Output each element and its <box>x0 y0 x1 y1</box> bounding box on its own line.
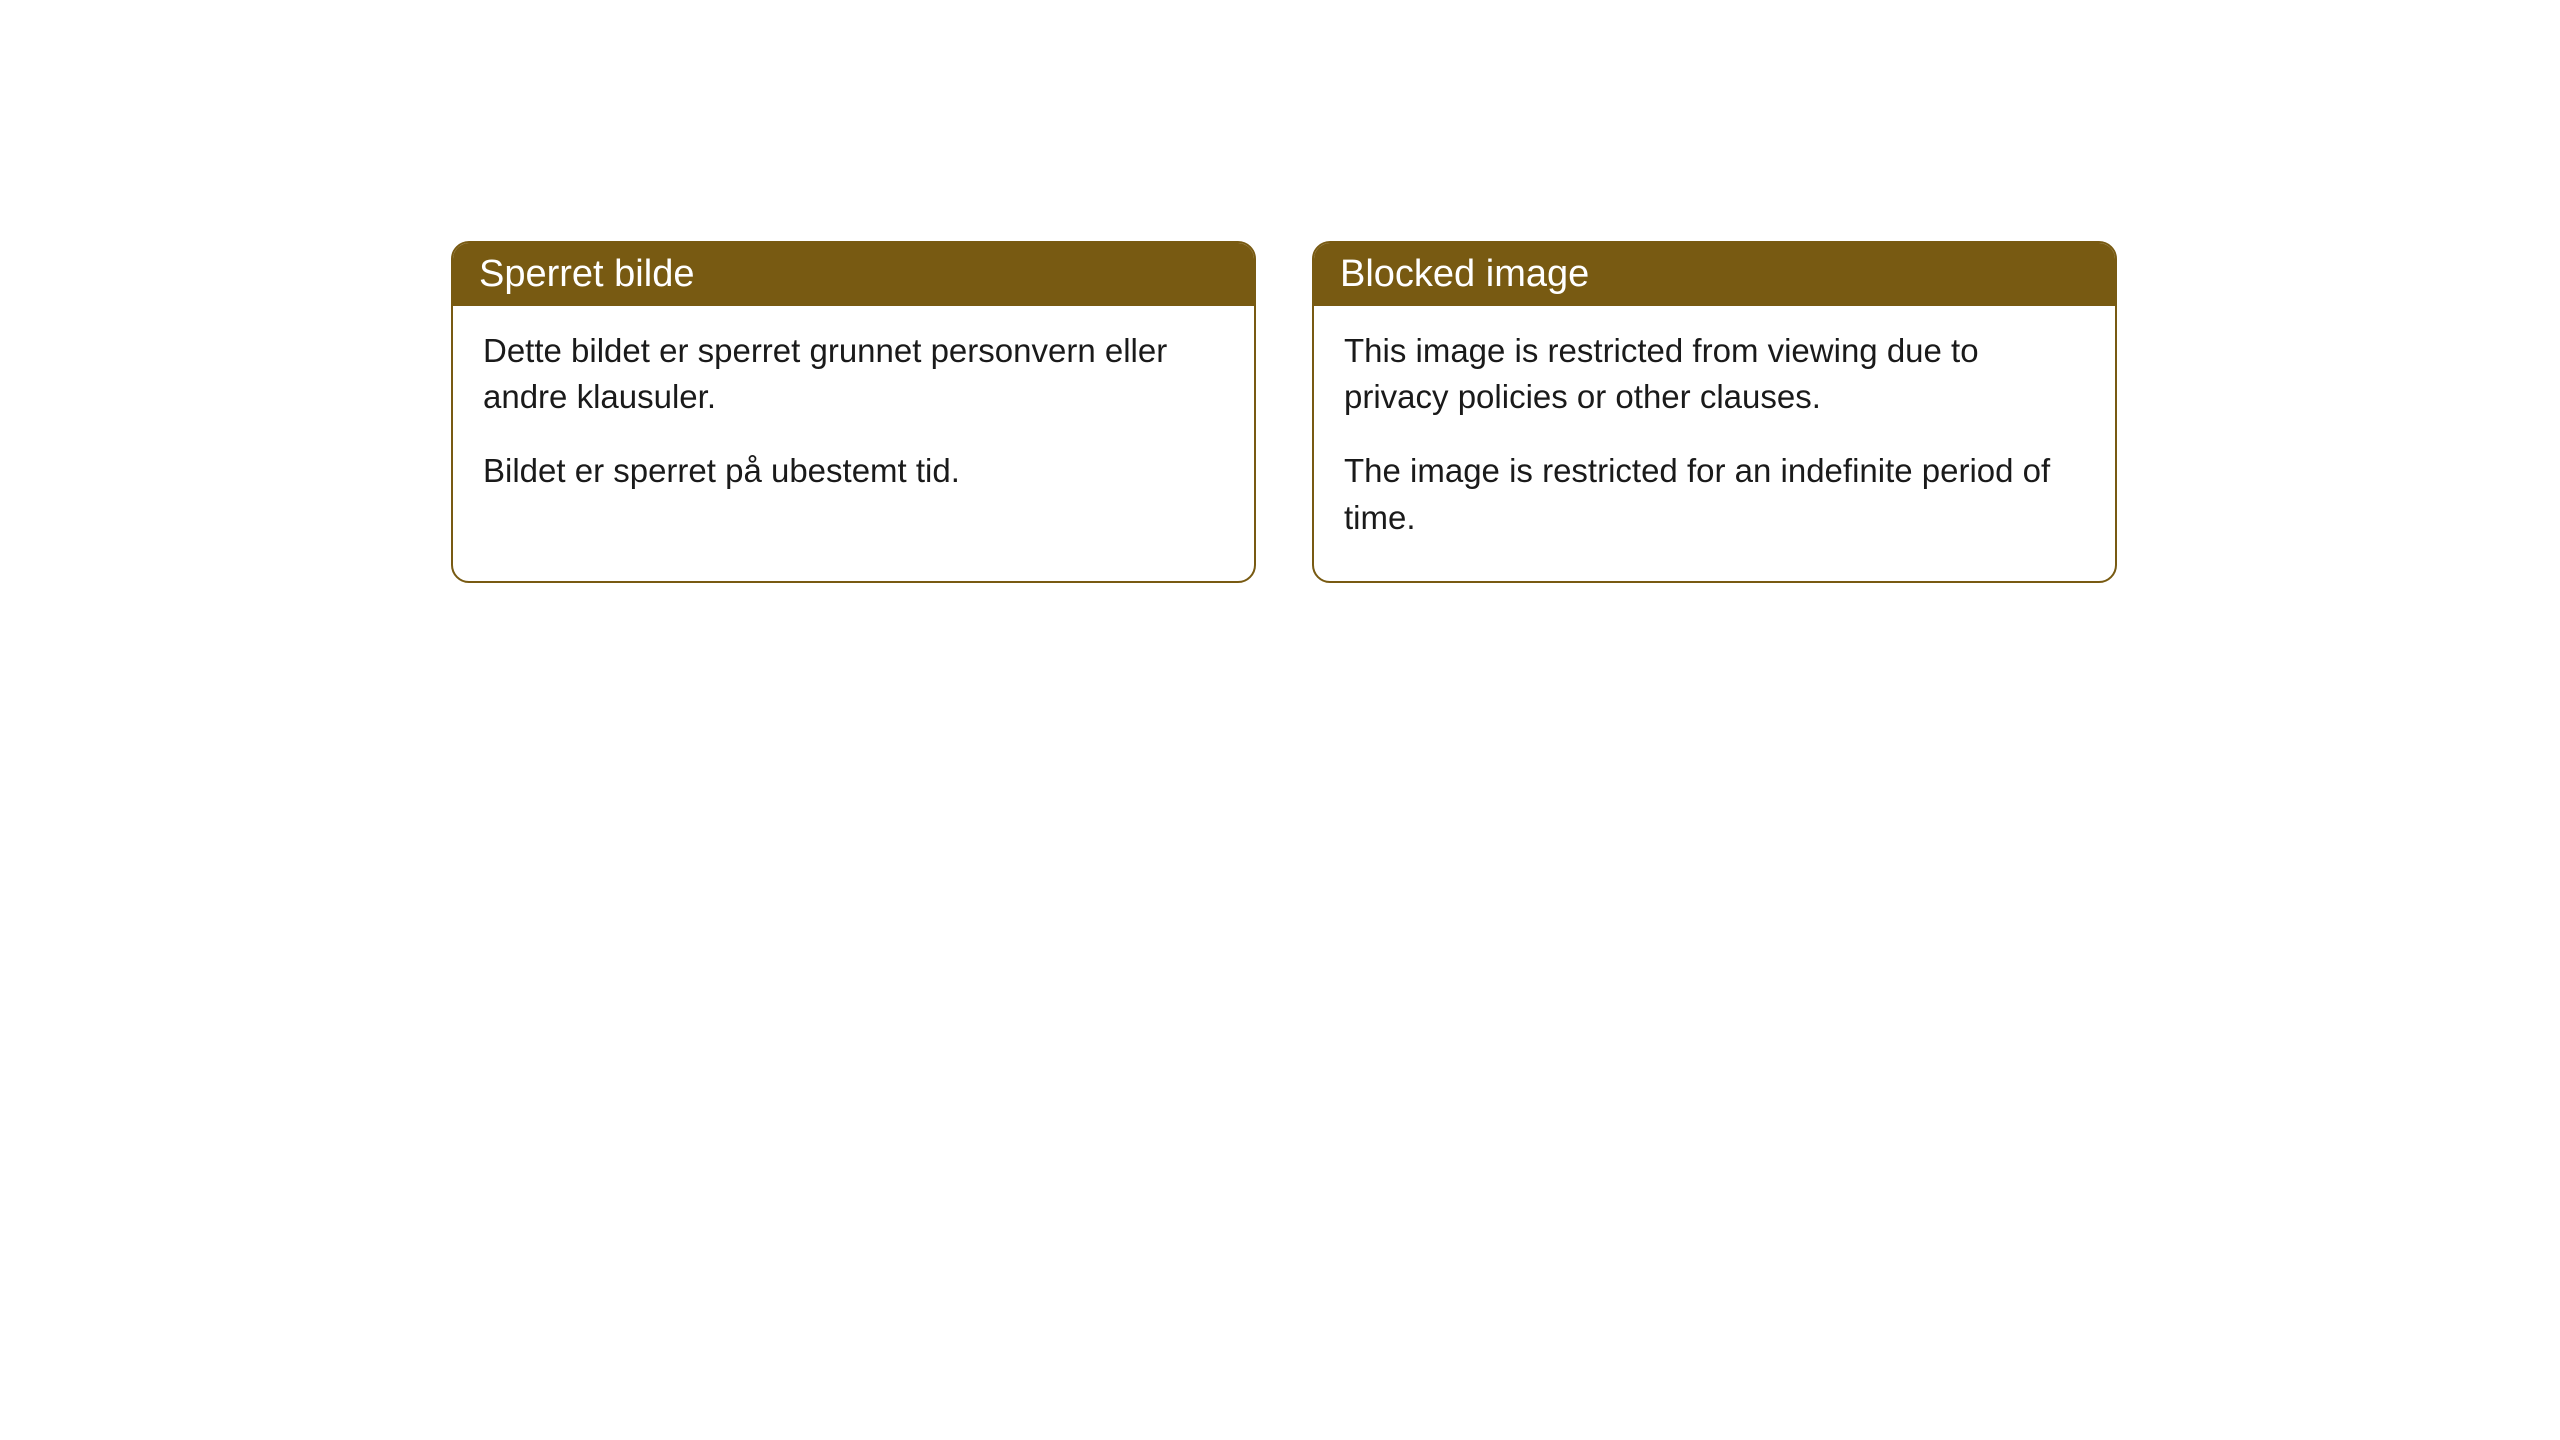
card-paragraph: This image is restricted from viewing du… <box>1344 328 2085 420</box>
card-body: This image is restricted from viewing du… <box>1314 306 2115 581</box>
card-title: Blocked image <box>1340 253 1589 295</box>
card-paragraph: Bildet er sperret på ubestemt tid. <box>483 448 1224 494</box>
cards-container: Sperret bilde Dette bildet er sperret gr… <box>451 241 2117 583</box>
card-paragraph: The image is restricted for an indefinit… <box>1344 448 2085 540</box>
blocked-image-card-norwegian: Sperret bilde Dette bildet er sperret gr… <box>451 241 1256 583</box>
card-body: Dette bildet er sperret grunnet personve… <box>453 306 1254 535</box>
card-title: Sperret bilde <box>479 253 694 295</box>
card-paragraph: Dette bildet er sperret grunnet personve… <box>483 328 1224 420</box>
blocked-image-card-english: Blocked image This image is restricted f… <box>1312 241 2117 583</box>
card-header: Sperret bilde <box>453 243 1254 306</box>
card-header: Blocked image <box>1314 243 2115 306</box>
